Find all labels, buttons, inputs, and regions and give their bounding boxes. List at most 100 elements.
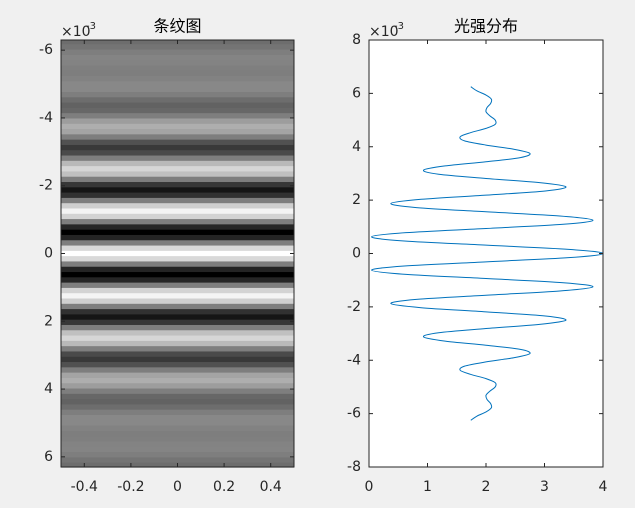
fringe-stripe — [61, 123, 294, 130]
fringe-stripe — [61, 166, 294, 173]
fringe-stripe — [61, 49, 294, 56]
x-tick-label: 2 — [482, 479, 491, 495]
fringe-stripe — [61, 335, 294, 342]
x-tick-label: 1 — [423, 479, 432, 495]
fringe-stripe — [61, 266, 294, 273]
y-tick-label: -2 — [347, 299, 361, 315]
fringe-stripe — [61, 436, 294, 443]
fringe-stripe — [61, 256, 294, 263]
fringe-stripe — [61, 457, 294, 464]
axis-multiplier: ×10 — [61, 24, 91, 40]
fringe-stripe — [61, 340, 294, 347]
fringe-stripe — [61, 446, 294, 453]
y-tick-label: 6 — [44, 449, 53, 465]
fringe-stripe — [61, 81, 294, 88]
y-tick-label: -6 — [347, 406, 361, 422]
fringe-stripe — [61, 330, 294, 337]
fringe-stripe — [61, 287, 294, 294]
x-tick-label: 4 — [599, 479, 608, 495]
x-tick-label: 0 — [365, 479, 374, 495]
x-tick-label: 0.2 — [213, 479, 235, 495]
y-tick-label: 4 — [44, 381, 53, 397]
fringe-stripe — [61, 409, 294, 416]
fringe-stripe — [61, 420, 294, 427]
fringe-stripe — [61, 425, 294, 432]
fringe-stripe — [61, 160, 294, 167]
fringe-stripe — [61, 240, 294, 247]
fringe-stripe — [61, 245, 294, 252]
fringe-stripe — [61, 192, 294, 199]
y-tick-label: -8 — [347, 459, 361, 475]
fringe-stripe — [61, 107, 294, 114]
fringe-stripe — [61, 113, 294, 120]
fringe-stripe — [61, 213, 294, 220]
x-tick-label: -0.2 — [117, 479, 144, 495]
y-tick-label: -6 — [39, 42, 53, 58]
y-tick-label: 8 — [352, 32, 361, 48]
fringe-stripe — [61, 139, 294, 146]
axis-exponent: -3 — [86, 21, 96, 32]
fringe-stripe — [61, 383, 294, 390]
fringe-stripe — [61, 176, 294, 183]
fringe-stripe — [61, 372, 294, 379]
fringe-stripe — [61, 441, 294, 448]
x-tick-label: 3 — [540, 479, 549, 495]
fringe-stripe — [61, 303, 294, 310]
fringe-stripe — [61, 91, 294, 98]
fringe-stripe — [61, 76, 294, 83]
fringe-stripe — [61, 277, 294, 284]
fringe-stripe — [61, 219, 294, 225]
fringe-stripe — [61, 182, 294, 188]
fringe-stripe — [61, 44, 294, 51]
fringe-stripe — [61, 102, 294, 109]
x-tick-label: -0.4 — [71, 479, 98, 495]
fringe-stripe — [61, 319, 294, 326]
fringe-stripe — [61, 415, 294, 421]
fringe-stripe — [61, 314, 294, 321]
fringe-stripe — [61, 351, 294, 358]
fringe-stripe — [61, 261, 294, 268]
y-tick-label: 2 — [352, 192, 361, 208]
axis-exponent: -3 — [394, 21, 404, 32]
fringe-stripe — [61, 171, 294, 178]
fringe-stripe — [61, 234, 294, 241]
fringe-stripe — [61, 70, 294, 77]
fringe-stripe — [61, 393, 294, 400]
fringe-stripe — [61, 309, 294, 315]
fringe-stripe — [61, 452, 294, 458]
fringe-stripe — [61, 129, 294, 135]
fringe-stripe — [61, 324, 294, 331]
y-tick-label: -2 — [39, 178, 53, 194]
fringe-stripe — [61, 150, 294, 157]
x-tick-label: 0.4 — [260, 479, 282, 495]
y-tick-label: 2 — [44, 313, 53, 329]
y-tick-label: -4 — [39, 110, 53, 126]
fringe-stripe — [61, 203, 294, 210]
fringe-stripe — [61, 187, 294, 194]
fringe-stripe — [61, 134, 294, 141]
fringe-stripe — [61, 282, 294, 289]
fringe-stripe — [61, 388, 294, 395]
y-tick-label: 0 — [44, 246, 53, 262]
fringe-stripe — [61, 197, 294, 204]
fringe-stripe — [61, 97, 294, 104]
fringe-stripe — [61, 118, 294, 125]
fringe-stripe — [61, 208, 294, 215]
fringe-stripe — [61, 298, 294, 305]
plot-area — [369, 40, 603, 467]
fringe-stripe — [61, 250, 294, 257]
x-tick-label: 0 — [173, 479, 182, 495]
fringe-stripe — [61, 155, 294, 162]
fringe-stripe — [61, 362, 294, 368]
fringe-stripe — [61, 293, 294, 300]
fringe-stripe — [61, 272, 294, 278]
fringe-stripe — [61, 144, 294, 151]
fringe-stripe — [61, 224, 294, 231]
chart-title: 条纹图 — [153, 17, 201, 36]
fringe-stripe — [61, 377, 294, 384]
fringe-stripe — [61, 54, 294, 61]
fringe-stripe — [61, 367, 294, 374]
fringe-stripe — [61, 65, 294, 72]
